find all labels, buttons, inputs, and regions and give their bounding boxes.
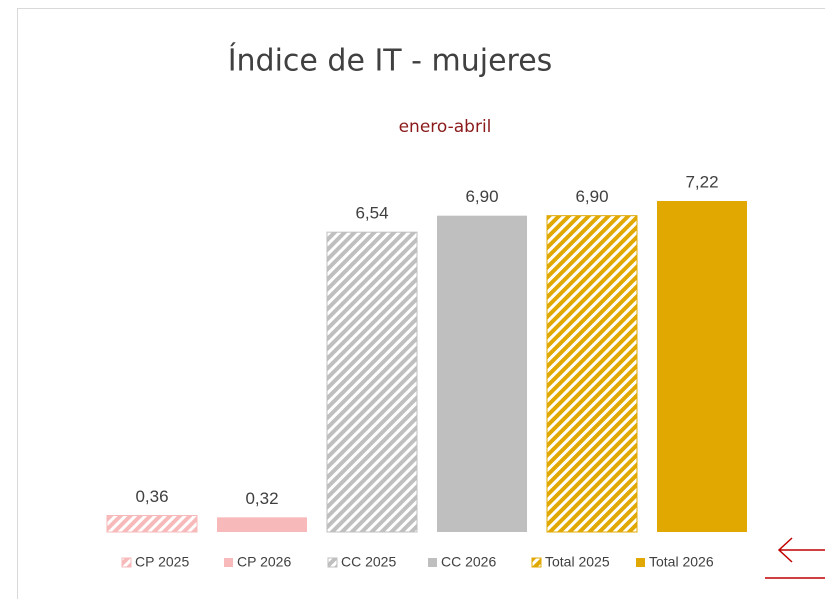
value-label: 6,90 bbox=[575, 187, 608, 206]
legend-label: CP 2025 bbox=[135, 554, 189, 570]
arrow-icon[interactable] bbox=[777, 537, 825, 563]
value-label: 6,54 bbox=[355, 204, 388, 223]
value-label: 0,36 bbox=[135, 487, 168, 506]
legend-swatch bbox=[327, 557, 338, 568]
bar bbox=[657, 201, 747, 532]
legend-label: CC 2025 bbox=[341, 554, 396, 570]
value-label: 7,22 bbox=[685, 172, 718, 191]
chart-subtitle: enero-abril bbox=[399, 117, 492, 137]
bar bbox=[326, 231, 418, 533]
legend-label: Total 2025 bbox=[545, 554, 610, 570]
legend-swatch bbox=[531, 557, 542, 568]
legend-swatch bbox=[224, 558, 233, 567]
chart-border bbox=[17, 8, 825, 599]
bar bbox=[437, 215, 527, 533]
legend-swatch bbox=[121, 557, 132, 568]
value-label: 6,90 bbox=[465, 187, 498, 206]
legend-swatch bbox=[428, 558, 437, 567]
chart-title: Índice de IT - mujeres bbox=[228, 43, 553, 79]
legend-label: CP 2026 bbox=[237, 554, 291, 570]
legend-label: Total 2026 bbox=[649, 554, 714, 570]
bar bbox=[546, 215, 638, 533]
value-label: 0,32 bbox=[245, 489, 278, 508]
back-arrow[interactable] bbox=[765, 537, 825, 579]
bar bbox=[217, 517, 307, 532]
bar bbox=[106, 514, 198, 533]
legend-label: CC 2026 bbox=[441, 554, 496, 570]
legend-swatch bbox=[636, 558, 645, 567]
